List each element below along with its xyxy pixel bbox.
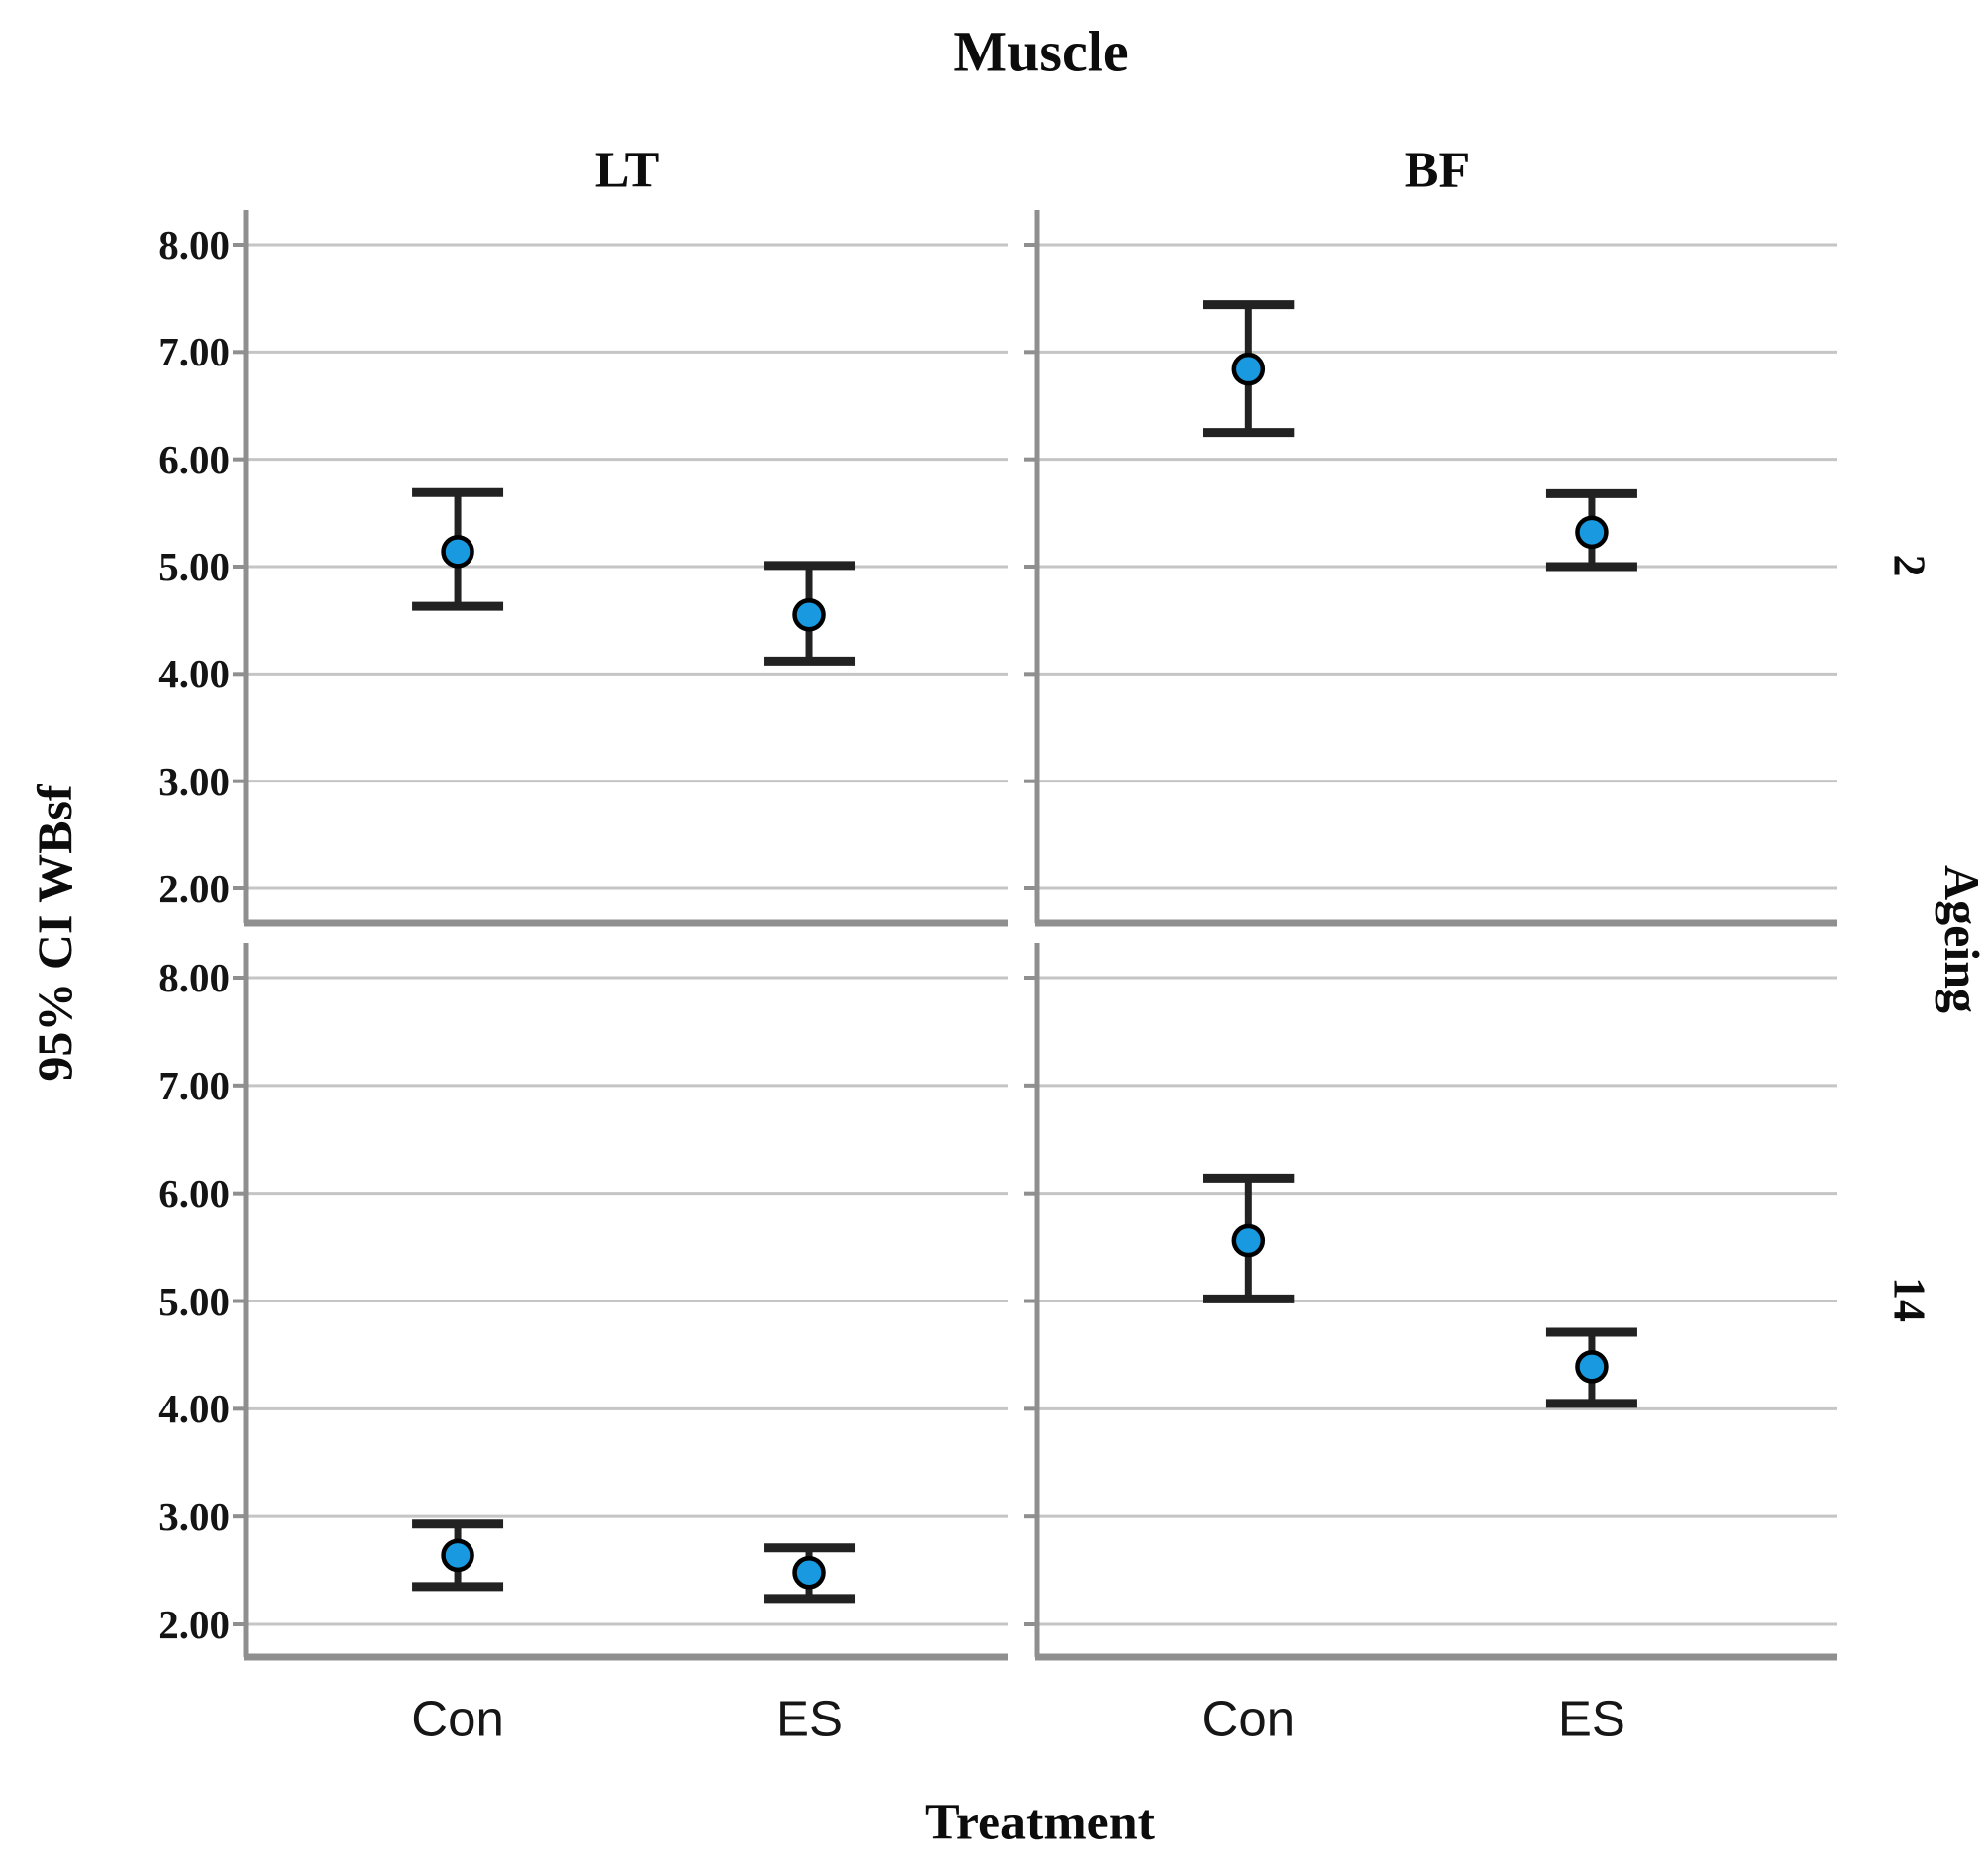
row-facet-label-2: 2 <box>1884 554 1936 577</box>
row-facet-title: Ageing <box>1935 865 1988 1013</box>
mean-marker <box>792 598 826 632</box>
y-tick-label: 2.00 <box>158 1602 230 1647</box>
y-tick-label: 4.00 <box>158 651 230 697</box>
y-tick-label: 6.00 <box>158 436 230 482</box>
y-tick-label: 6.00 <box>158 1170 230 1216</box>
mean-marker <box>1575 1350 1609 1384</box>
y-tick-label: 3.00 <box>158 758 230 804</box>
y-tick-label: 8.00 <box>158 222 230 267</box>
x-category-label: Con <box>411 1690 504 1747</box>
mean-marker <box>1575 515 1609 550</box>
mean-marker <box>1231 352 1266 386</box>
y-tick-label: 7.00 <box>158 329 230 375</box>
mean-marker <box>441 1538 474 1573</box>
x-axis-title: Treatment <box>925 1794 1155 1851</box>
y-tick-label: 5.00 <box>158 544 230 589</box>
mean-marker <box>441 535 474 569</box>
x-category-label: ES <box>775 1690 844 1747</box>
y-tick-label: 8.00 <box>158 955 230 1000</box>
column-facet-title: Muscle <box>953 19 1129 84</box>
y-tick-label: 4.00 <box>158 1386 230 1432</box>
mean-marker <box>1231 1223 1266 1258</box>
y-tick-label: 2.00 <box>158 866 230 911</box>
row-facet-label-14: 14 <box>1884 1277 1936 1322</box>
mean-marker <box>792 1556 826 1590</box>
y-tick-label: 3.00 <box>158 1494 230 1540</box>
column-header-lt: LT <box>594 142 660 199</box>
y-axis-title: 95% CI WBsf <box>27 784 82 1082</box>
x-category-label: Con <box>1202 1690 1296 1747</box>
y-tick-label: 5.00 <box>158 1278 230 1324</box>
x-category-label: ES <box>1557 1690 1625 1747</box>
y-tick-label: 7.00 <box>158 1062 230 1108</box>
column-header-bf: BF <box>1404 142 1471 199</box>
